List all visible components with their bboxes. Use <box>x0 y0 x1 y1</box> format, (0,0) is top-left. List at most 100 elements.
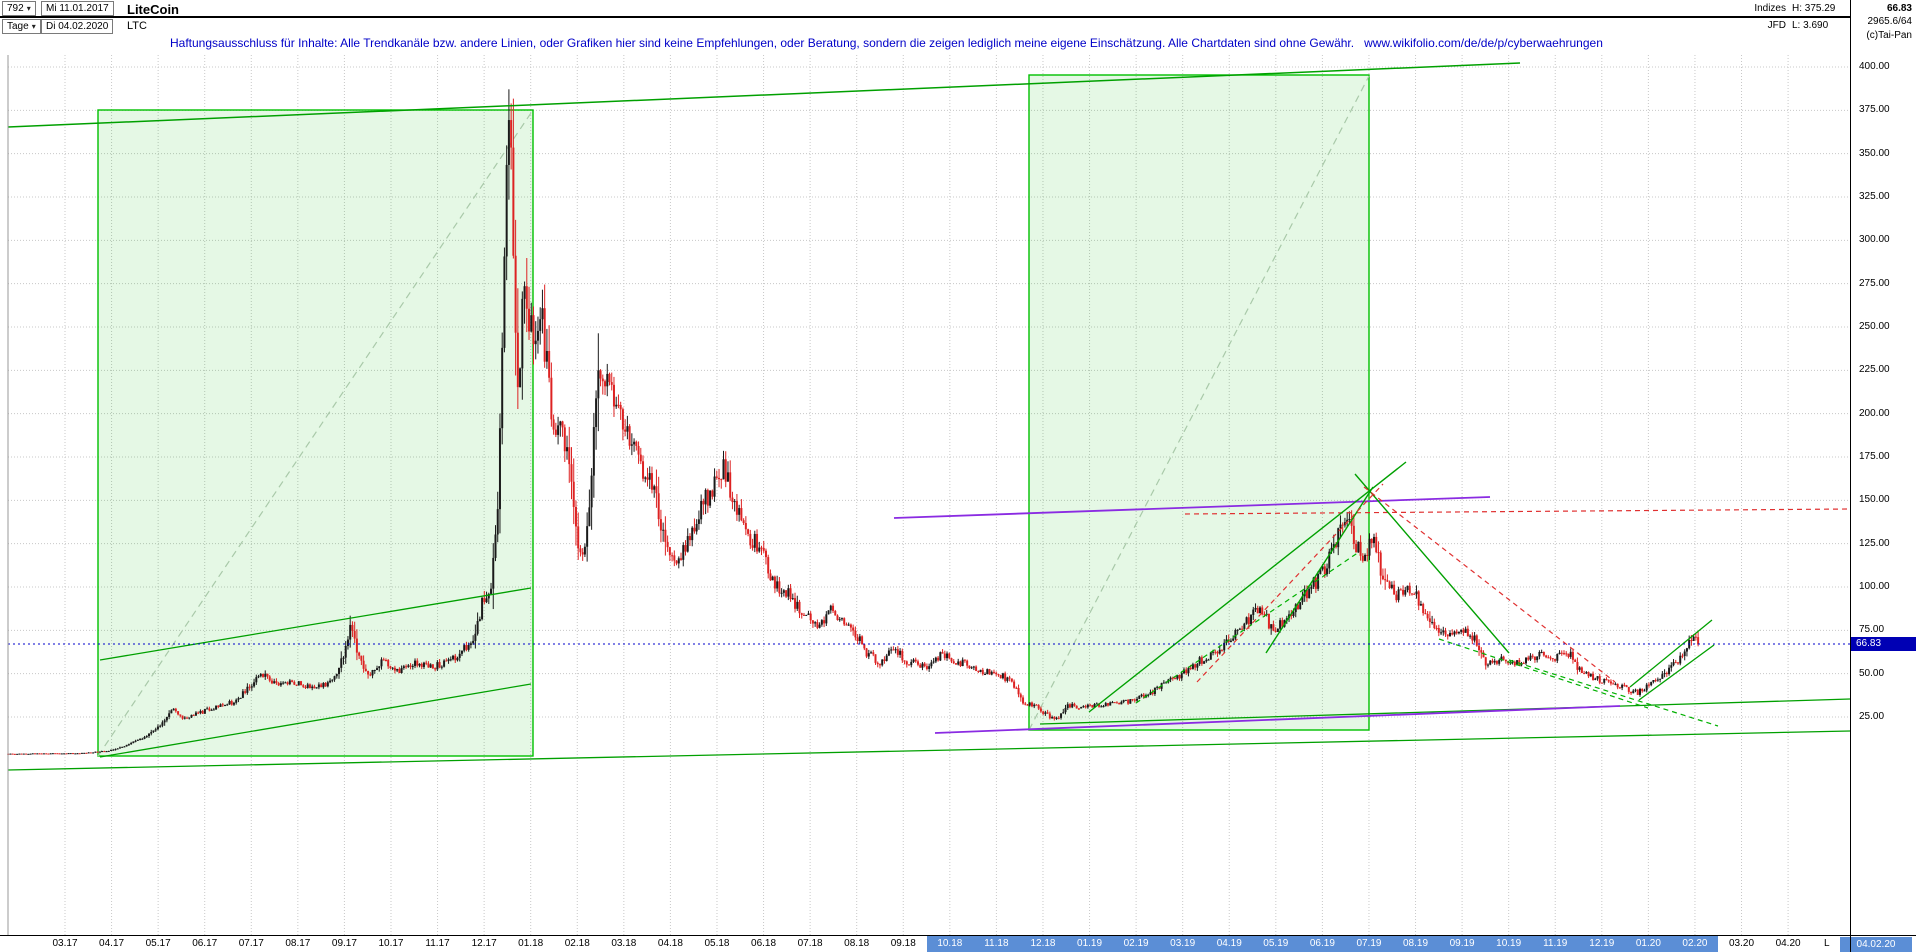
candle-body <box>241 691 244 698</box>
candle-body <box>1062 712 1065 714</box>
candle-body <box>1388 581 1391 588</box>
candle-body <box>695 523 698 532</box>
candle-body <box>697 519 700 524</box>
candle-body <box>275 681 278 684</box>
candle-body <box>1209 652 1212 660</box>
candle-body <box>87 752 90 754</box>
candle-body <box>181 715 184 719</box>
candle-body <box>1216 651 1219 654</box>
candle-body <box>474 633 477 641</box>
candle-body <box>1346 519 1349 523</box>
candle-body <box>1174 678 1177 680</box>
candle-body <box>1676 662 1679 664</box>
candle-body <box>588 507 591 527</box>
candle-body <box>1258 607 1261 614</box>
candle-body <box>257 676 260 678</box>
candle-body <box>436 662 439 670</box>
candle-body <box>1200 657 1203 664</box>
candle-body <box>604 381 607 387</box>
candle-body <box>820 620 823 625</box>
candle-body <box>1285 618 1288 620</box>
candle-body <box>928 666 931 669</box>
candle-body <box>163 720 166 723</box>
candle-body <box>1086 704 1089 708</box>
date-axis[interactable]: 03.17 04.17 05.17 06.17 07.17 08.17 09.17 10.17… <box>0 936 1916 952</box>
candle-body <box>932 661 935 663</box>
candle-body <box>914 659 917 662</box>
candle-body <box>984 674 987 676</box>
date-axis-label: 04.18 <box>657 938 683 949</box>
candle-body <box>1536 656 1539 661</box>
price-axis-label: 25.00 <box>1859 710 1885 722</box>
candle-body <box>749 533 752 546</box>
candle-body <box>1276 628 1279 632</box>
candle-body <box>156 726 159 730</box>
candle-body <box>1048 713 1051 719</box>
candle-body <box>1668 667 1671 675</box>
candle-body <box>134 740 137 742</box>
price-axis-label: 350.00 <box>1859 147 1890 159</box>
wikifolio-link[interactable]: www.wikifolio.com/de/de/p/cyberwaehrunge… <box>1364 36 1603 50</box>
candle-body <box>1136 698 1139 701</box>
candle-body <box>400 668 403 673</box>
candle-body <box>1471 635 1474 641</box>
date-from-field[interactable]: Mi 11.01.2017 <box>41 1 114 16</box>
candle-body <box>621 409 624 430</box>
date-axis-label: 12.17 <box>471 938 497 949</box>
date-to-field[interactable]: Di 04.02.2020 <box>41 19 114 34</box>
candle-body <box>1176 675 1179 679</box>
candle-body <box>458 653 461 658</box>
candle-body <box>259 673 262 677</box>
candle-body <box>825 614 828 624</box>
candle-body <box>340 658 343 668</box>
price-axis-label: 275.00 <box>1859 277 1890 289</box>
date-axis-label: 10.19 <box>1496 938 1522 949</box>
candle-body <box>1406 585 1409 591</box>
candle-body <box>1066 704 1069 709</box>
candle-body <box>367 670 370 675</box>
candle-body <box>300 681 303 686</box>
candle-body <box>1314 577 1317 589</box>
candle-body <box>387 660 390 667</box>
candle-body <box>764 550 767 558</box>
candle-body <box>1592 673 1595 680</box>
candle-body <box>1350 518 1353 526</box>
price-axis[interactable]: 400.00 375.00 350.00 325.00 300.00 275.00 250.… <box>1852 0 1916 935</box>
candle-body <box>266 673 269 677</box>
candle-body <box>1182 669 1185 674</box>
candle-body <box>1600 682 1603 684</box>
date-axis-label: 06.19 <box>1309 938 1335 949</box>
long-bottom-support <box>7 730 1851 771</box>
candle-body <box>881 659 884 666</box>
candle-body <box>49 753 52 755</box>
candle-body <box>188 717 191 719</box>
candle-body <box>626 426 629 432</box>
candle-body <box>1263 614 1266 616</box>
bars-count-dropdown[interactable]: 792 ▾ <box>2 1 36 16</box>
candle-body <box>485 598 488 603</box>
candle-body <box>405 666 408 668</box>
price-axis-label: 250.00 <box>1859 320 1890 332</box>
candle-body <box>418 663 421 666</box>
candle-body <box>494 534 497 558</box>
header-separator <box>0 16 1850 18</box>
candle-body <box>702 500 705 505</box>
candle-body <box>1547 657 1550 659</box>
period-dropdown[interactable]: Tage ▾ <box>2 19 41 34</box>
candle-body <box>1093 704 1096 708</box>
candle-body <box>139 738 142 740</box>
candle-body <box>89 752 92 754</box>
candle-body <box>1424 613 1427 615</box>
candle-body <box>434 668 437 670</box>
candle-body <box>447 659 450 662</box>
candle-body <box>1580 667 1583 674</box>
candle-body <box>248 686 251 688</box>
candle-body <box>112 749 115 751</box>
candle-body <box>923 663 926 667</box>
candle-body <box>1055 717 1058 719</box>
candle-body <box>939 652 942 661</box>
channel-2017-upper <box>99 587 532 661</box>
candle-body <box>827 610 830 615</box>
candle-body <box>1294 604 1297 613</box>
